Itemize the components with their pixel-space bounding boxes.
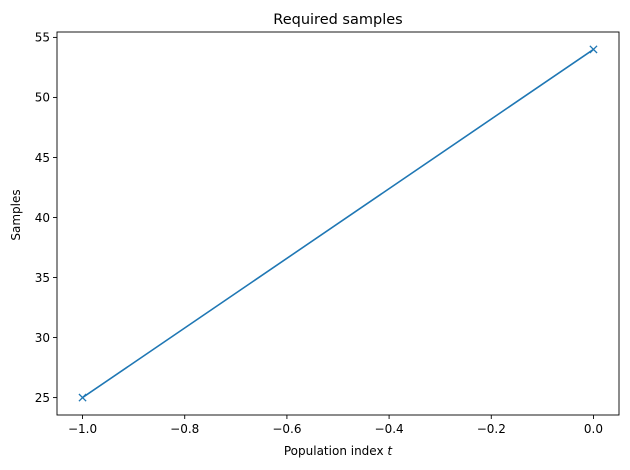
series-line-0: [82, 48, 594, 399]
y-tick-label: 55: [35, 31, 50, 45]
x-axis: −1.0 −0.8 −0.6 −0.4 −0.2 0.0: [68, 415, 603, 436]
plot-frame: [56, 31, 620, 416]
y-tick-label: 45: [35, 151, 50, 165]
y-tick-label: 35: [35, 271, 50, 285]
x-tick-label: −0.2: [477, 422, 506, 436]
y-axis-label: Samples: [9, 189, 23, 240]
y-tick-label: 40: [35, 211, 50, 225]
y-tick-label: 25: [35, 391, 50, 405]
plot-area: [56, 31, 620, 416]
x-axis-label-variable: t: [387, 444, 393, 458]
x-tick-label: −0.6: [272, 422, 301, 436]
y-tick-label: 30: [35, 331, 50, 345]
chart-title: Required samples: [273, 12, 402, 28]
x-tick-label: −0.8: [170, 422, 199, 436]
x-tick-label: 0.0: [584, 422, 603, 436]
x-axis-label: Population index t: [284, 444, 394, 458]
data-point-marker: [78, 393, 87, 402]
y-axis: 25 30 35 40 45 50 55: [35, 31, 57, 405]
y-tick-label: 50: [35, 91, 50, 105]
data-point-marker: [589, 45, 598, 54]
x-axis-label-text: Population index: [284, 444, 384, 458]
x-tick-label: −0.4: [375, 422, 404, 436]
x-tick-label: −1.0: [68, 422, 97, 436]
